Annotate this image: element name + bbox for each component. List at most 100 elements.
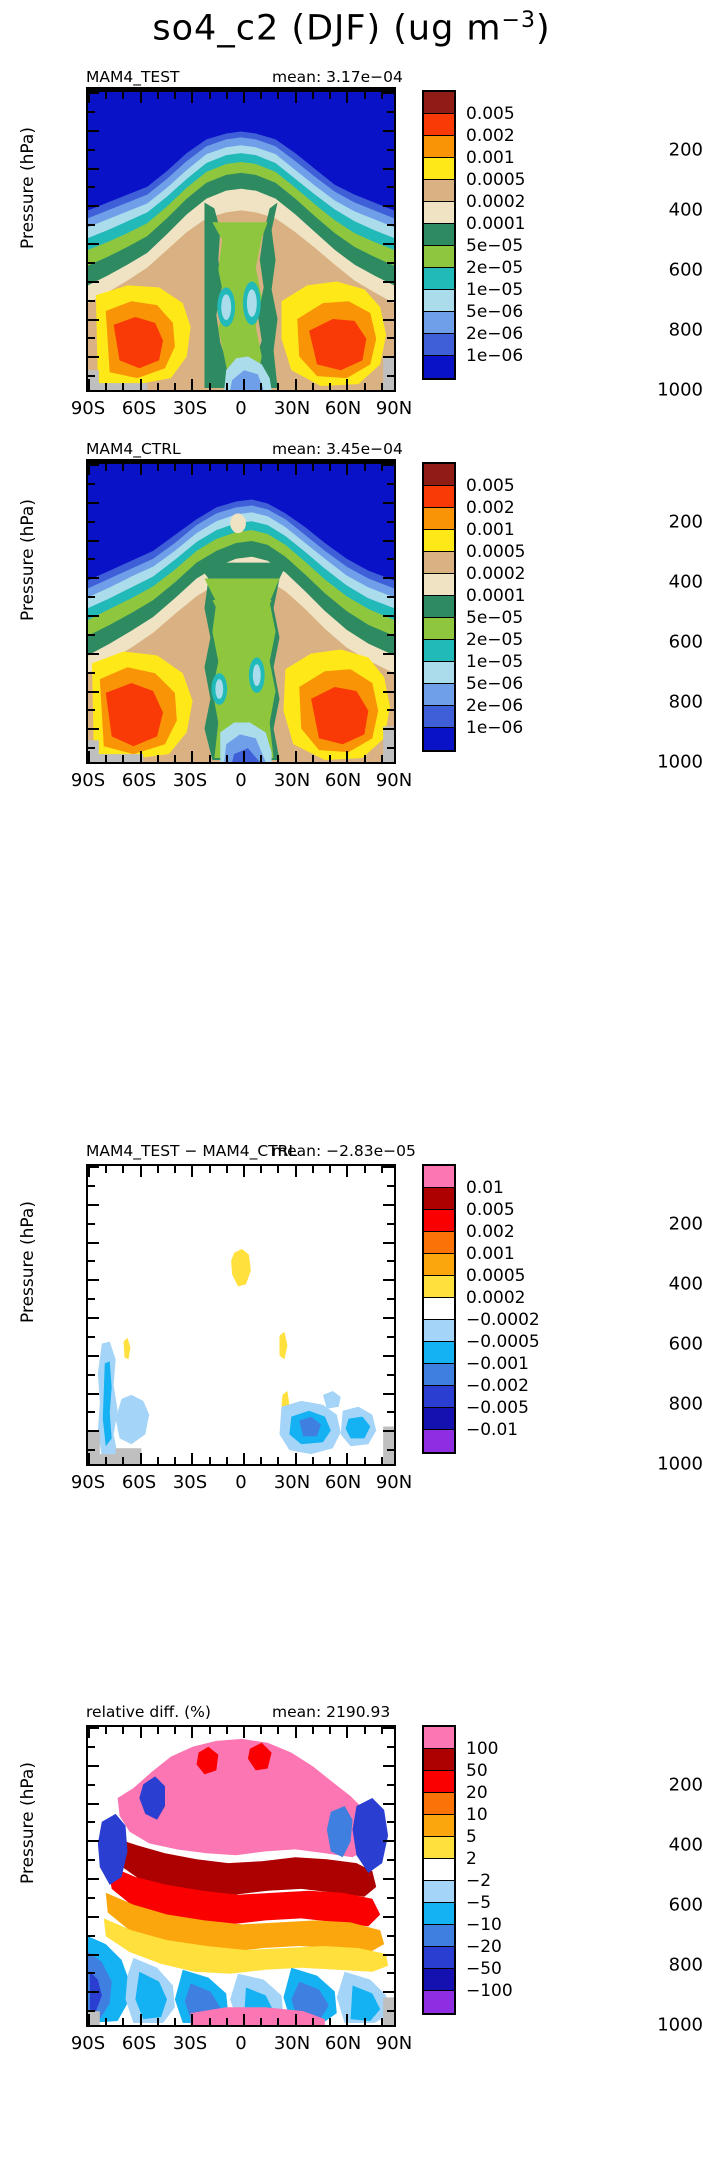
axis-tick xyxy=(294,2014,297,2025)
colorbar-diff-label: −0.005 xyxy=(466,1398,529,1418)
colorbar-ctrl-label: 1e−06 xyxy=(466,718,524,738)
axis-tick xyxy=(105,92,108,99)
colorbar-reldiff-swatch xyxy=(424,1859,454,1881)
colorbar-ctrl-swatch xyxy=(424,530,454,552)
colorbar-test-swatch xyxy=(424,202,454,224)
axis-tick xyxy=(88,92,90,103)
colorbar-diff-swatch xyxy=(424,1166,454,1188)
xtick-30N: 30N xyxy=(273,1472,311,1493)
colorbar-reldiff-label: 2 xyxy=(466,1849,477,1869)
xtick-60S: 60S xyxy=(121,398,157,419)
panel-reldiff-label: relative diff. (%) xyxy=(86,1703,211,1721)
colorbar-test-swatch xyxy=(424,356,454,378)
axis-tick xyxy=(225,383,228,390)
axis-tick xyxy=(139,1727,142,1738)
colorbar-ctrl-swatch xyxy=(424,464,454,486)
axis-tick xyxy=(208,755,211,762)
axis-tick xyxy=(88,1878,99,1880)
axis-tick xyxy=(191,464,194,475)
axis-tick xyxy=(88,1260,95,1263)
axis-tick xyxy=(383,1991,394,1994)
axis-tick xyxy=(387,1411,394,1414)
axis-tick xyxy=(387,1449,394,1452)
ytick-400: 400 xyxy=(668,1273,703,1295)
axis-tick xyxy=(105,1727,108,1734)
colorbar-diff-label: 0.0002 xyxy=(466,1288,526,1308)
axis-tick xyxy=(88,1953,99,1956)
axis-tick xyxy=(387,482,394,485)
axis-tick xyxy=(383,539,394,542)
axis-tick xyxy=(88,520,95,523)
colorbar-test-label: 5e−06 xyxy=(466,302,524,322)
axis-tick xyxy=(88,690,99,693)
ytick-400: 400 xyxy=(668,199,703,221)
axis-tick xyxy=(380,2018,383,2025)
axis-tick xyxy=(387,148,394,151)
axis-tick xyxy=(156,1727,159,1734)
colorbar-test-swatch xyxy=(424,246,454,268)
xtick-0: 0 xyxy=(235,1472,247,1493)
axis-tick xyxy=(225,2018,228,2025)
axis-tick xyxy=(383,1317,394,1319)
ytick-800: 800 xyxy=(668,1393,703,1415)
xtick-0: 0 xyxy=(235,770,247,791)
axis-tick xyxy=(260,1727,263,1734)
axis-tick xyxy=(88,1840,99,1843)
axis-tick xyxy=(88,671,95,674)
axis-tick xyxy=(174,1727,177,1734)
axis-tick xyxy=(174,1166,177,1173)
axis-tick xyxy=(383,464,394,466)
axis-tick xyxy=(208,1166,211,1173)
panel-diff-contours xyxy=(88,1166,394,1464)
axis-tick xyxy=(88,379,90,390)
axis-tick xyxy=(105,1457,108,1464)
axis-tick xyxy=(383,1203,394,1206)
colorbar-diff-swatch xyxy=(424,1342,454,1364)
axis-tick xyxy=(383,1354,394,1357)
axis-tick xyxy=(383,92,394,94)
axis-tick xyxy=(105,464,108,471)
axis-tick xyxy=(156,2018,159,2025)
axis-tick xyxy=(311,92,314,99)
colorbar-test-swatch xyxy=(424,136,454,158)
axis-tick xyxy=(156,1166,159,1173)
colorbar-test-swatch xyxy=(424,290,454,312)
page-title-text: so4_c2 (DJF) (ug m xyxy=(152,8,502,49)
colorbar-reldiff-label: −50 xyxy=(466,1959,502,1979)
axis-tick xyxy=(191,1166,194,1177)
axis-tick xyxy=(105,383,108,390)
axis-tick xyxy=(380,92,383,99)
axis-tick xyxy=(329,383,332,390)
axis-tick xyxy=(225,1457,228,1464)
axis-tick xyxy=(260,1457,263,1464)
axis-tick xyxy=(277,92,280,99)
axis-tick xyxy=(105,755,108,762)
panel-title-rule xyxy=(86,459,396,462)
axis-tick xyxy=(88,318,99,321)
axis-tick xyxy=(122,464,125,471)
axis-tick xyxy=(383,577,394,580)
panel-diff-label: MAM4_TEST − MAM4_CTRL xyxy=(86,1142,298,1160)
ytick-400: 400 xyxy=(668,1834,703,1856)
axis-tick xyxy=(383,318,394,321)
axis-tick xyxy=(277,1727,280,1734)
ytick-200: 200 xyxy=(668,1774,703,1796)
ytick-600: 600 xyxy=(668,631,703,653)
axis-tick xyxy=(294,1727,297,1738)
axis-tick xyxy=(260,383,263,390)
xtick-0: 0 xyxy=(235,2033,247,2054)
axis-tick xyxy=(383,1953,394,1956)
colorbar-diff-swatch xyxy=(424,1298,454,1320)
axis-tick xyxy=(346,1166,349,1177)
axis-tick xyxy=(139,1166,142,1177)
axis-tick xyxy=(88,751,90,762)
axis-tick xyxy=(387,1896,394,1899)
axis-tick xyxy=(88,1934,95,1937)
axis-tick xyxy=(387,261,394,264)
axis-tick xyxy=(139,2014,142,2025)
axis-tick xyxy=(383,167,394,170)
colorbar-diff-label: 0.01 xyxy=(466,1178,504,1198)
colorbar-ctrl-label: 1e−05 xyxy=(466,652,524,672)
axis-tick xyxy=(88,1184,95,1187)
xtick-60N: 60N xyxy=(324,770,362,791)
